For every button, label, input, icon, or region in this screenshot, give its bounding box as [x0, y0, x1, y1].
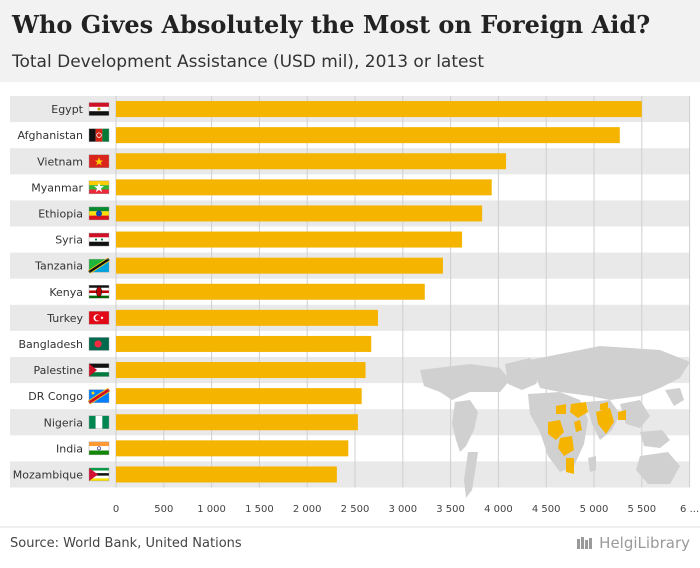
myanmar-flag-icon: [88, 180, 110, 195]
category-label: Vietnam: [37, 155, 83, 168]
x-tick-label: 5 000: [580, 504, 609, 515]
bar: [116, 466, 337, 483]
mozambique-flag-icon: [88, 467, 110, 482]
bar: [116, 205, 483, 222]
land-shape: [452, 400, 478, 452]
bar: [116, 440, 349, 457]
header-band: Who Gives Absolutely the Most on Foreign…: [0, 0, 700, 82]
land-shape: [665, 388, 684, 406]
category-label: Tanzania: [34, 260, 83, 273]
highlight-shape: [566, 458, 574, 474]
aid-recipient-highlights: [548, 402, 626, 474]
x-tick-label: 0: [113, 504, 119, 515]
palestine-flag-icon: [88, 363, 110, 377]
x-tick-label: 2 500: [341, 504, 370, 515]
land-shape: [620, 400, 650, 428]
x-tick-label: 3 500: [436, 504, 465, 515]
land-shape: [505, 358, 540, 390]
chart-subtitle: Total Development Assistance (USD mil), …: [12, 52, 484, 72]
row-stripe: [10, 461, 690, 488]
x-tick-label: 1 000: [197, 504, 226, 515]
highlight-shape: [548, 420, 564, 440]
bar: [116, 153, 507, 170]
category-label: Myanmar: [31, 181, 83, 194]
highlight-shape: [570, 402, 588, 418]
category-label: Palestine: [33, 364, 83, 377]
category-label: Afghanistan: [18, 129, 84, 142]
land-shape: [420, 364, 510, 400]
category-label: Egypt: [51, 103, 83, 116]
kenya-flag-icon: [88, 285, 110, 299]
category-label: Kenya: [49, 286, 83, 299]
category-label: Ethiopia: [38, 207, 83, 220]
land-shape: [640, 430, 670, 448]
bar: [116, 283, 425, 300]
category-label: Turkey: [46, 312, 83, 325]
highlight-shape: [556, 404, 566, 414]
bar: [116, 309, 378, 326]
category-label: Bangladesh: [19, 338, 84, 351]
x-tick-label: 1 500: [245, 504, 274, 515]
highlight-shape: [558, 436, 574, 456]
bar: [116, 335, 372, 352]
dr-congo-flag-icon: [87, 387, 111, 405]
land-shape: [636, 452, 680, 484]
x-tick-label: 500: [154, 504, 173, 515]
highlight-shape: [574, 420, 582, 432]
source-note: Source: World Bank, United Nations: [10, 536, 242, 551]
bar: [116, 231, 463, 248]
x-tick-label: 6 ...: [680, 504, 699, 515]
brand-logo: HelgiLibrary: [576, 534, 690, 552]
bar: [116, 414, 358, 431]
afghanistan-flag-icon: [88, 128, 110, 142]
category-label: DR Congo: [28, 390, 83, 403]
bar: [116, 362, 366, 379]
chart-title: Who Gives Absolutely the Most on Foreign…: [12, 10, 651, 39]
land-shape: [530, 346, 690, 400]
library-icon: [577, 537, 593, 549]
ethiopia-flag-icon: [88, 206, 110, 221]
tanzania-flag-icon: [87, 257, 111, 274]
highlight-shape: [600, 402, 608, 410]
category-label: Nigeria: [44, 416, 83, 429]
egypt-flag-icon: [88, 102, 110, 116]
brand-name: HelgiLibrary: [599, 534, 690, 552]
category-label: Syria: [55, 234, 83, 247]
bar: [116, 101, 642, 118]
category-label: Mozambique: [13, 468, 83, 481]
x-tick-label: 5 500: [627, 504, 656, 515]
bar: [116, 388, 362, 405]
x-tick-label: 2 000: [293, 504, 322, 515]
highlight-shape: [596, 408, 614, 434]
bar: [116, 257, 443, 274]
vietnam-flag-icon: [88, 154, 110, 168]
highlight-shape: [618, 410, 626, 420]
india-flag-icon: [88, 441, 110, 456]
category-label: India: [56, 442, 83, 455]
bangladesh-flag-icon: [88, 337, 110, 351]
x-tick-label: 3 000: [388, 504, 417, 515]
nigeria-flag-icon: [88, 415, 110, 429]
turkey-flag-icon: [88, 311, 110, 325]
bar: [116, 127, 620, 144]
land-shape: [464, 452, 478, 498]
syria-flag-icon: [88, 232, 110, 247]
x-tick-label: 4 500: [532, 504, 561, 515]
bar: [116, 179, 492, 196]
x-tick-label: 4 000: [484, 504, 513, 515]
